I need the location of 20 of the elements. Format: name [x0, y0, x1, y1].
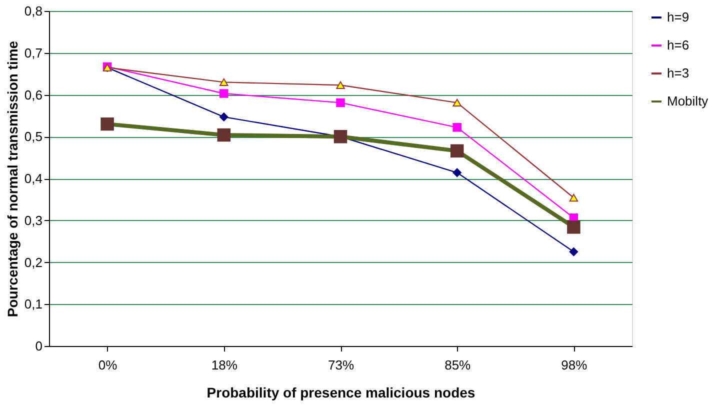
x-tick-label: 85% — [444, 358, 472, 372]
y-tick-label: 0 — [35, 338, 42, 354]
x-tick-label: 98% — [561, 358, 588, 372]
y-axis-title: Pourcentage of normal transmission time — [4, 40, 20, 318]
x-tick-label: 18% — [211, 358, 238, 372]
x-tick-label: 0% — [98, 358, 118, 372]
x-axis-title: Probability of presence malicious nodes — [206, 384, 476, 400]
y-tick-label: 0,8 — [24, 4, 42, 18]
legend-label: h=3 — [667, 66, 690, 80]
y-tick-label: 0,5 — [24, 129, 42, 144]
y-tick-label: 0,2 — [24, 254, 42, 270]
y-tick-label: 0,3 — [24, 212, 42, 228]
legend-label: h=6 — [667, 38, 690, 52]
y-tick-label: 0,4 — [24, 171, 42, 186]
y-tick-label: 0,1 — [24, 296, 42, 312]
y-tick-label: 0,7 — [24, 45, 42, 60]
y-tick-label: 0,6 — [24, 87, 42, 102]
legend-label: Mobilty — [667, 94, 709, 108]
legend-label: h=9 — [667, 10, 690, 24]
x-tick-label: 73% — [328, 358, 354, 372]
